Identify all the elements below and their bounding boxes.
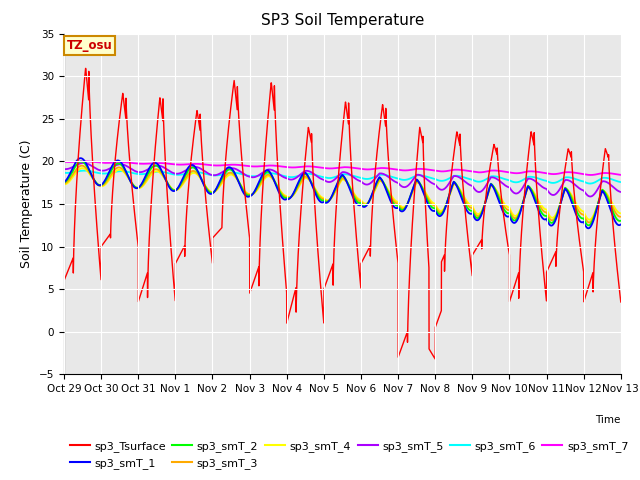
sp3_smT_1: [299, 172, 307, 178]
sp3_smT_5: [79, 160, 87, 166]
sp3_smT_4: [586, 217, 593, 223]
Line: sp3_smT_7: sp3_smT_7: [64, 161, 621, 175]
sp3_smT_6: [617, 179, 625, 185]
sp3_smT_1: [600, 190, 608, 196]
sp3_smT_4: [79, 165, 86, 171]
sp3_smT_4: [600, 188, 608, 194]
sp3_smT_3: [617, 214, 625, 219]
sp3_smT_1: [465, 210, 472, 216]
sp3_Tsurface: [431, 356, 439, 362]
Line: sp3_smT_5: sp3_smT_5: [64, 163, 621, 196]
sp3_smT_4: [299, 178, 307, 183]
sp3_smT_2: [325, 198, 333, 204]
sp3_smT_5: [600, 179, 608, 184]
sp3_smT_2: [299, 173, 307, 179]
sp3_smT_1: [617, 222, 625, 228]
sp3_smT_7: [572, 170, 580, 176]
sp3_smT_2: [572, 207, 580, 213]
sp3_smT_6: [60, 170, 68, 176]
sp3_smT_7: [325, 166, 333, 171]
sp3_smT_5: [617, 189, 625, 195]
sp3_smT_7: [60, 159, 68, 165]
sp3_smT_2: [465, 206, 472, 212]
Text: TZ_osu: TZ_osu: [67, 39, 113, 52]
sp3_smT_5: [294, 174, 302, 180]
Text: Time: Time: [595, 415, 621, 425]
sp3_smT_4: [572, 200, 580, 206]
sp3_Tsurface: [299, 187, 307, 193]
sp3_smT_3: [60, 180, 68, 186]
sp3_smT_3: [585, 219, 593, 225]
sp3_Tsurface: [572, 211, 580, 216]
Line: sp3_smT_3: sp3_smT_3: [64, 166, 621, 222]
sp3_smT_1: [325, 198, 333, 204]
sp3_smT_5: [299, 170, 307, 176]
sp3_smT_6: [325, 175, 333, 181]
sp3_smT_2: [600, 188, 608, 194]
sp3_smT_4: [617, 211, 625, 216]
sp3_Tsurface: [465, 243, 472, 249]
sp3_smT_4: [325, 197, 333, 203]
sp3_Tsurface: [325, 273, 333, 279]
sp3_Tsurface: [617, 299, 625, 305]
sp3_smT_4: [294, 185, 302, 191]
Line: sp3_smT_1: sp3_smT_1: [64, 158, 621, 228]
sp3_smT_6: [299, 172, 307, 178]
Line: sp3_smT_4: sp3_smT_4: [64, 168, 621, 220]
sp3_smT_7: [299, 164, 307, 169]
sp3_smT_3: [572, 204, 580, 209]
sp3_smT_1: [60, 179, 68, 185]
Y-axis label: Soil Temperature (C): Soil Temperature (C): [20, 140, 33, 268]
sp3_smT_2: [617, 218, 625, 224]
sp3_Tsurface: [294, 254, 302, 260]
sp3_smT_3: [294, 184, 302, 190]
sp3_smT_2: [77, 158, 85, 164]
sp3_smT_3: [465, 203, 472, 209]
sp3_smT_5: [586, 193, 594, 199]
Title: SP3 Soil Temperature: SP3 Soil Temperature: [260, 13, 424, 28]
sp3_smT_7: [465, 168, 472, 174]
sp3_smT_6: [572, 176, 580, 182]
sp3_smT_6: [600, 175, 608, 180]
sp3_smT_3: [325, 198, 333, 204]
sp3_smT_5: [325, 179, 333, 185]
sp3_smT_5: [60, 166, 68, 172]
sp3_smT_7: [294, 164, 302, 170]
sp3_smT_7: [600, 170, 608, 176]
sp3_smT_7: [587, 172, 595, 178]
sp3_smT_3: [600, 189, 608, 194]
sp3_smT_4: [465, 201, 472, 206]
Legend: sp3_Tsurface, sp3_smT_1, sp3_smT_2, sp3_smT_3, sp3_smT_4, sp3_smT_5, sp3_smT_6, : sp3_Tsurface, sp3_smT_1, sp3_smT_2, sp3_…: [70, 441, 628, 468]
sp3_smT_3: [299, 176, 307, 182]
sp3_smT_7: [81, 158, 88, 164]
sp3_smT_6: [81, 168, 88, 173]
sp3_smT_4: [60, 181, 68, 187]
sp3_smT_3: [78, 163, 86, 168]
Line: sp3_smT_2: sp3_smT_2: [64, 161, 621, 225]
sp3_smT_6: [465, 176, 472, 181]
sp3_smT_1: [294, 180, 302, 186]
sp3_smT_5: [465, 181, 472, 187]
sp3_smT_1: [77, 156, 84, 161]
sp3_smT_1: [584, 226, 592, 231]
sp3_smT_6: [294, 173, 302, 179]
sp3_Tsurface: [60, 278, 68, 284]
Line: sp3_smT_6: sp3_smT_6: [64, 170, 621, 183]
sp3_Tsurface: [82, 66, 90, 72]
sp3_smT_5: [572, 183, 580, 189]
sp3_smT_1: [572, 212, 580, 217]
sp3_Tsurface: [600, 156, 608, 162]
sp3_smT_7: [617, 172, 625, 178]
Line: sp3_Tsurface: sp3_Tsurface: [64, 69, 621, 359]
sp3_smT_6: [586, 180, 594, 186]
sp3_smT_2: [294, 181, 302, 187]
sp3_smT_2: [60, 180, 68, 185]
sp3_smT_2: [585, 222, 593, 228]
